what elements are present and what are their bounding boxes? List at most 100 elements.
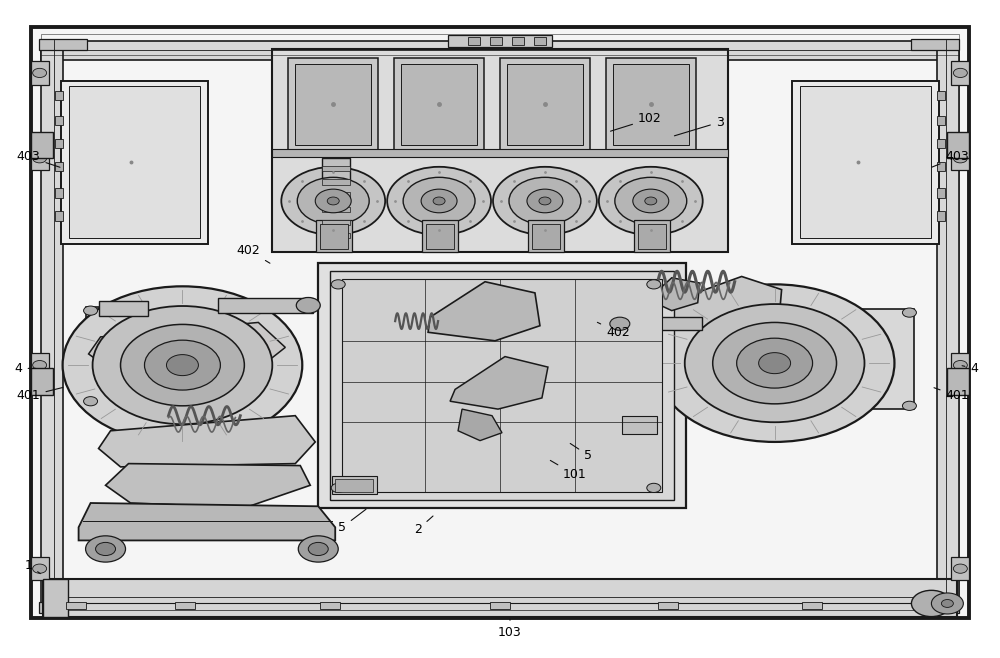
Bar: [937, 91, 945, 101]
Bar: [322, 159, 350, 250]
Bar: [947, 368, 969, 395]
Bar: [342, 279, 662, 492]
Bar: [99, 301, 148, 316]
Circle shape: [759, 353, 791, 374]
Circle shape: [655, 284, 894, 442]
Bar: [606, 59, 696, 151]
Bar: [622, 416, 657, 434]
Circle shape: [685, 304, 864, 422]
Bar: [322, 233, 350, 238]
Bar: [792, 81, 939, 243]
Bar: [218, 298, 313, 313]
Bar: [512, 38, 524, 45]
Bar: [500, 59, 590, 151]
Circle shape: [403, 177, 475, 224]
Circle shape: [902, 401, 916, 411]
Bar: [43, 578, 68, 617]
Text: 402: 402: [597, 322, 630, 339]
Polygon shape: [648, 278, 700, 311]
Circle shape: [297, 177, 369, 224]
Polygon shape: [79, 503, 335, 540]
Polygon shape: [458, 409, 502, 441]
Circle shape: [768, 308, 782, 317]
Bar: [937, 116, 945, 126]
Bar: [613, 64, 689, 145]
Circle shape: [86, 536, 126, 562]
Circle shape: [281, 167, 385, 235]
Bar: [41, 40, 63, 611]
Text: 102: 102: [611, 113, 662, 131]
Polygon shape: [450, 357, 548, 409]
Text: 403: 403: [932, 151, 969, 167]
Bar: [55, 139, 63, 149]
Text: 2: 2: [414, 516, 433, 536]
Polygon shape: [428, 282, 540, 341]
Bar: [31, 132, 53, 159]
Circle shape: [633, 189, 669, 213]
Circle shape: [645, 197, 657, 205]
Text: 103: 103: [498, 619, 522, 639]
Bar: [951, 557, 969, 580]
Circle shape: [33, 564, 47, 573]
Bar: [532, 224, 560, 249]
Text: 5: 5: [570, 443, 592, 461]
Bar: [31, 61, 49, 85]
Circle shape: [599, 167, 703, 235]
Bar: [55, 91, 63, 101]
Circle shape: [713, 322, 837, 404]
Bar: [448, 35, 552, 47]
Bar: [426, 224, 454, 249]
Circle shape: [493, 167, 597, 235]
Polygon shape: [106, 464, 310, 507]
Text: 4: 4: [962, 362, 978, 375]
Bar: [620, 317, 702, 330]
Circle shape: [953, 68, 967, 78]
Circle shape: [96, 542, 116, 555]
Bar: [272, 149, 728, 157]
Circle shape: [33, 154, 47, 163]
Circle shape: [121, 324, 244, 406]
Circle shape: [93, 306, 272, 424]
Polygon shape: [89, 322, 285, 368]
Circle shape: [421, 189, 457, 213]
Bar: [61, 81, 208, 243]
Bar: [634, 220, 670, 251]
Bar: [31, 353, 49, 377]
Bar: [322, 179, 350, 184]
Circle shape: [218, 306, 232, 315]
Bar: [937, 139, 945, 149]
Circle shape: [615, 177, 687, 224]
Circle shape: [387, 167, 491, 235]
Bar: [55, 163, 63, 172]
Bar: [490, 602, 510, 609]
Bar: [272, 49, 728, 251]
Bar: [490, 38, 502, 45]
Bar: [394, 59, 484, 151]
Circle shape: [218, 397, 232, 406]
Bar: [911, 602, 959, 613]
Circle shape: [308, 542, 328, 555]
Circle shape: [331, 280, 345, 289]
Bar: [31, 557, 49, 580]
Circle shape: [327, 197, 339, 205]
Text: 3: 3: [674, 116, 724, 136]
Circle shape: [433, 197, 445, 205]
Bar: [914, 602, 934, 609]
Bar: [66, 602, 86, 609]
Circle shape: [539, 197, 551, 205]
Circle shape: [315, 189, 351, 213]
Bar: [507, 64, 583, 145]
Polygon shape: [99, 416, 315, 467]
Circle shape: [953, 564, 967, 573]
Bar: [322, 166, 350, 172]
Bar: [320, 224, 348, 249]
Bar: [800, 86, 931, 238]
Circle shape: [33, 361, 47, 370]
Bar: [39, 39, 87, 50]
Bar: [43, 578, 957, 617]
Circle shape: [911, 590, 951, 617]
Bar: [39, 602, 87, 613]
Bar: [528, 220, 564, 251]
Bar: [318, 263, 686, 507]
Circle shape: [953, 361, 967, 370]
